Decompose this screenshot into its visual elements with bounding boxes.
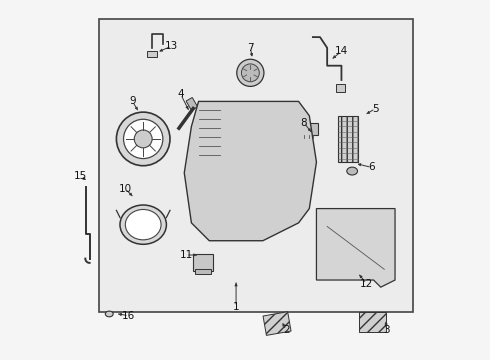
Text: 3: 3: [383, 325, 390, 335]
Bar: [263, 312, 291, 336]
Bar: [147, 51, 157, 57]
Circle shape: [134, 130, 152, 148]
Text: 2: 2: [283, 325, 290, 335]
Polygon shape: [184, 102, 317, 241]
Ellipse shape: [334, 226, 377, 262]
Bar: [338, 116, 358, 162]
Text: 7: 7: [247, 43, 254, 53]
Bar: [186, 98, 197, 111]
Text: 6: 6: [368, 162, 375, 172]
Ellipse shape: [213, 137, 277, 208]
Text: 10: 10: [119, 184, 132, 194]
Text: 8: 8: [301, 118, 307, 128]
Text: 9: 9: [129, 96, 136, 107]
Text: 13: 13: [165, 41, 178, 51]
Text: 15: 15: [74, 171, 87, 181]
Bar: [359, 312, 386, 332]
Ellipse shape: [125, 210, 161, 240]
Bar: [336, 84, 345, 93]
Text: 1: 1: [233, 302, 240, 312]
Text: 5: 5: [372, 104, 379, 113]
Bar: [193, 254, 213, 271]
Ellipse shape: [220, 144, 270, 202]
Text: 16: 16: [122, 311, 136, 321]
Bar: [195, 269, 211, 274]
Circle shape: [242, 64, 259, 82]
Polygon shape: [317, 208, 395, 287]
Text: 11: 11: [179, 250, 193, 260]
Text: 14: 14: [335, 46, 348, 57]
Bar: [302, 123, 318, 135]
Text: 4: 4: [177, 89, 184, 99]
Ellipse shape: [120, 205, 167, 244]
Text: 12: 12: [360, 279, 373, 289]
FancyBboxPatch shape: [98, 19, 413, 312]
Circle shape: [237, 59, 264, 86]
Circle shape: [117, 112, 170, 166]
Circle shape: [123, 119, 163, 158]
Ellipse shape: [105, 311, 113, 317]
Ellipse shape: [347, 167, 358, 175]
